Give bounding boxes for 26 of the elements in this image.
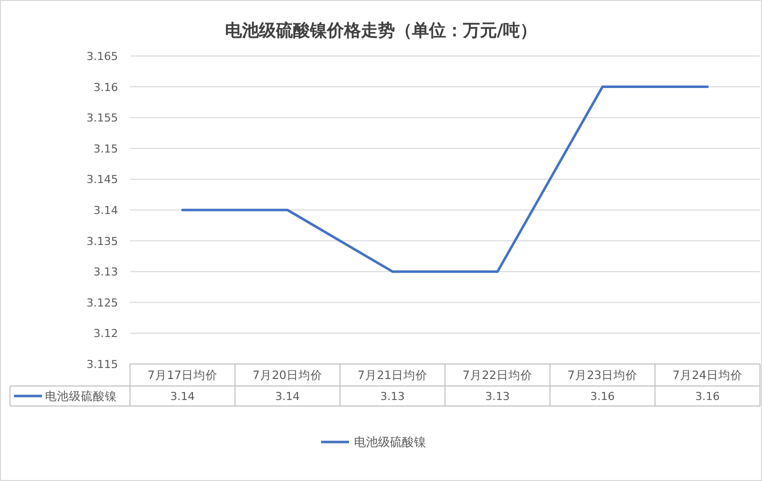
x-tick-label: 7月17日均价 <box>148 368 218 382</box>
x-tick-label: 7月20日均价 <box>252 368 322 382</box>
y-tick-label: 3.165 <box>86 50 118 63</box>
y-tick-label: 3.145 <box>86 173 118 186</box>
data-label: 3.14 <box>170 390 195 403</box>
x-tick-label: 7月22日均价 <box>462 368 532 382</box>
data-label: 3.16 <box>590 390 615 403</box>
data-label: 3.14 <box>275 390 300 403</box>
y-tick-label: 3.12 <box>94 327 118 340</box>
chart-title: 电池级硫酸镍价格走势（单位：万元/吨） <box>224 21 538 41</box>
data-label: 3.13 <box>380 390 405 403</box>
y-tick-label: 3.15 <box>94 142 118 156</box>
data-label: 3.13 <box>485 390 510 403</box>
y-tick-label: 3.13 <box>94 266 118 279</box>
y-tick-label: 3.115 <box>86 358 118 371</box>
x-tick-label: 7月23日均价 <box>568 368 638 382</box>
x-tick-label: 7月21日均价 <box>358 368 428 382</box>
y-tick-label: 3.155 <box>86 112 118 125</box>
legend-label: 电池级硫酸镍 <box>45 389 117 403</box>
y-tick-label: 3.135 <box>86 234 118 248</box>
y-tick-label: 3.14 <box>94 204 118 217</box>
text: 电池级硫酸镍 <box>354 435 426 449</box>
x-tick-label: 7月24日均价 <box>672 368 742 382</box>
y-tick-label: 3.16 <box>94 80 118 94</box>
data-label: 3.16 <box>695 390 720 403</box>
y-tick-label: 3.125 <box>86 296 118 310</box>
